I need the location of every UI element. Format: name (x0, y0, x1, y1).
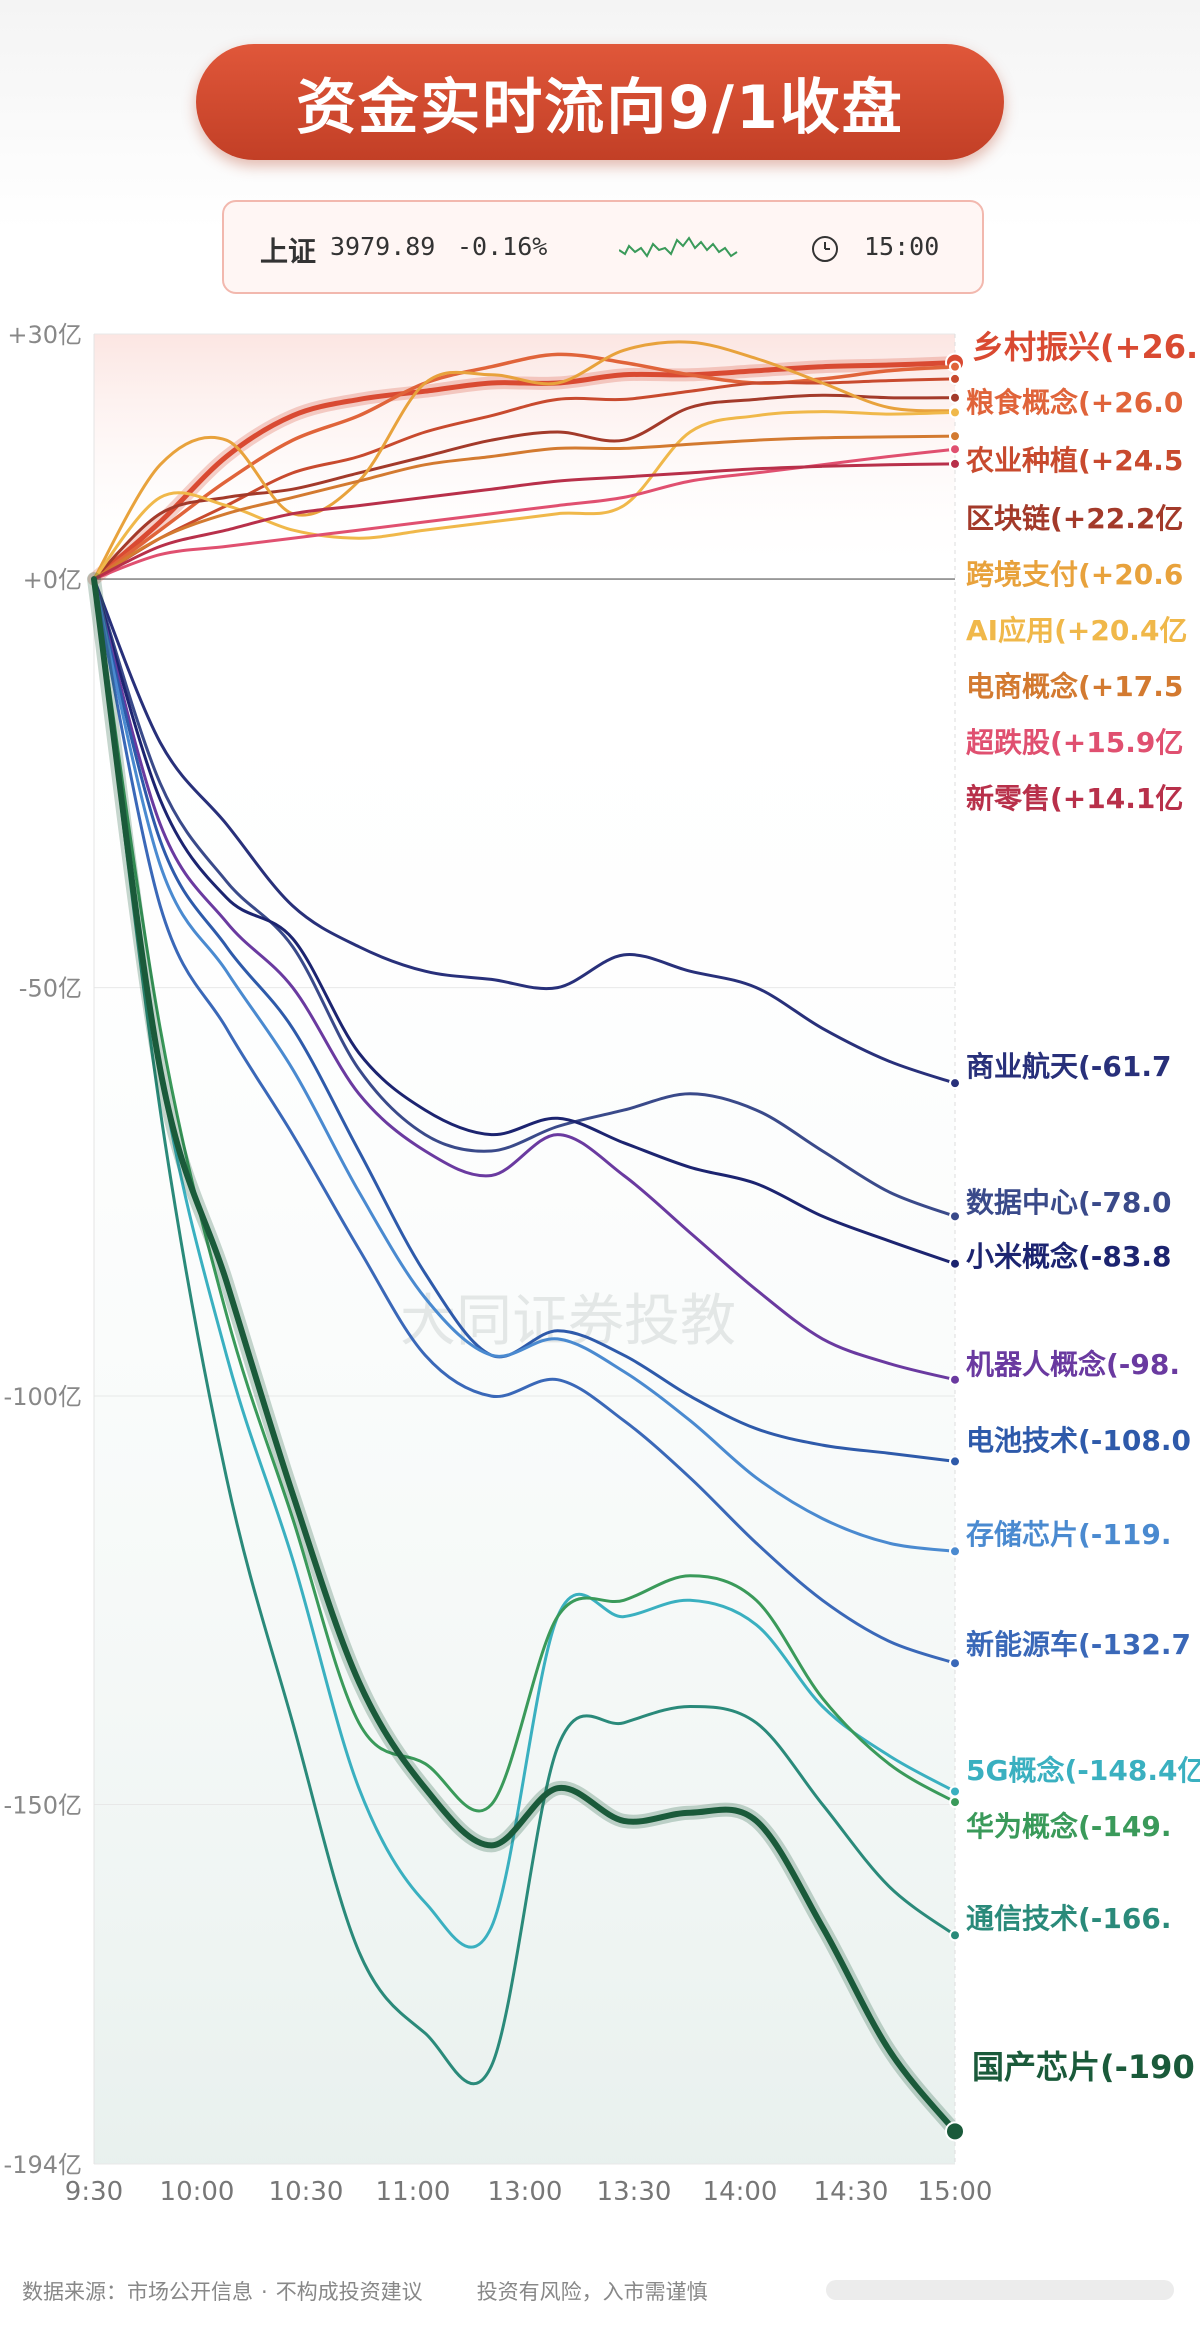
series-label: 电商概念(+17.5 (966, 670, 1183, 703)
positive-area-shade (94, 334, 955, 580)
series-line (92, 577, 957, 1949)
x-axis: 9:30 10:00 10:30 11:00 13:00 13:30 14:00 14:30 1… (65, 2177, 993, 2200)
series-label: 华为概念(-149. (966, 1810, 1172, 1843)
series-label: 机器人概念(-98. (966, 1348, 1180, 1381)
series-line (92, 340, 957, 581)
footer: 数据来源：市场公开信息 · 不构成投资建议 投资有风险，入市需谨慎 (22, 2276, 708, 2306)
series-label: 粮食概念(+26.0 (966, 386, 1183, 419)
series-line (92, 377, 957, 581)
x-tick-label: 10:00 (160, 2177, 235, 2200)
grid (93, 333, 956, 2165)
footer-separator: · (261, 2280, 268, 2304)
series-label: 新零售(+14.1亿 (966, 782, 1183, 815)
series-endpoint (949, 1545, 961, 1558)
index-change: -0.16% (457, 232, 548, 261)
series-label: 小米概念(-83.8 (966, 1240, 1172, 1273)
x-tick-label: 11:00 (376, 2177, 451, 2200)
series-endpoint (949, 1929, 961, 1942)
series-line (92, 577, 957, 1266)
series-label: 区块链(+22.2亿 (966, 502, 1183, 535)
series-endpoint (949, 1257, 961, 1270)
series-endpoint (949, 1796, 961, 1809)
x-tick-label: 13:30 (597, 2177, 672, 2200)
series-line (92, 577, 957, 1813)
series-line (92, 577, 957, 2085)
series-line (92, 577, 957, 1665)
series-endpoint (949, 1455, 961, 1468)
series-label: 新能源车(-132.7 (966, 1628, 1191, 1661)
footer-source: 数据来源：市场公开信息 (22, 2280, 253, 2304)
x-tick-label: 13:00 (488, 2177, 563, 2200)
series-line (92, 577, 957, 1085)
series-line (91, 576, 958, 2135)
watermark: 大同证券投教 (400, 1289, 736, 1354)
series-endpoint (949, 372, 961, 385)
series-endpoint (945, 2121, 965, 2142)
series-line (92, 577, 957, 1463)
series-endpoint (949, 1210, 961, 1223)
series-line (92, 462, 957, 581)
series-label: 乡村振兴(+26. (972, 328, 1198, 366)
series-endpoint (949, 391, 961, 404)
series-lines (87, 340, 965, 2142)
x-tick-label: 14:30 (814, 2177, 889, 2200)
y-tick-label: -194亿 (4, 2151, 82, 2179)
series-line (92, 577, 957, 1553)
series-label: 商业航天(-61.7 (966, 1050, 1172, 1083)
negative-area-shade (94, 579, 955, 2164)
series-label: 国产芯片(-190 (972, 2048, 1195, 2086)
series-label: 数据中心(-78.0 (966, 1186, 1172, 1219)
series-label: 跨境支付(+20.6 (966, 558, 1183, 591)
series-label: 农业种植(+24.5 (965, 444, 1183, 477)
x-tick-label: 15:00 (918, 2177, 993, 2200)
series-label: 超跌股(+15.9亿 (966, 726, 1183, 759)
footer-disclaimer: 不构成投资建议 (275, 2280, 423, 2304)
series-line (92, 393, 957, 581)
y-tick-label: -50亿 (19, 975, 82, 1003)
y-axis: +30亿 +0亿 -50亿 -100亿 -150亿 -194亿 (4, 321, 82, 2179)
footer-risk: 投资有风险，入市需谨慎 (476, 2280, 708, 2304)
series-endpoint (949, 406, 961, 419)
y-tick-label: -100亿 (4, 1383, 82, 1411)
clock-icon (812, 236, 838, 262)
series-endpoint (949, 443, 961, 456)
series-endpoint (949, 1657, 961, 1670)
series-endpoint (949, 1373, 961, 1386)
series-label: 存储芯片(-119. (966, 1518, 1172, 1551)
series-endpoint (949, 1785, 961, 1798)
x-tick-label: 10:30 (269, 2177, 344, 2200)
series-endpoint (949, 1077, 961, 1090)
series-endpoint (949, 457, 961, 470)
series-labels: 乡村振兴(+26. 粮食概念(+26.0 农业种植(+24.5 区块链(+22.2亿跨… (965, 328, 1200, 2086)
x-tick-label: 14:00 (703, 2177, 778, 2200)
x-tick-label: 9:30 (65, 2177, 123, 2200)
series-label: 通信技术(-166. (966, 1902, 1172, 1935)
series-label: 5G概念(-148.4亿 (966, 1754, 1200, 1787)
index-summary-card: 上证 3979.89 -0.16% 15:00 (222, 200, 984, 294)
index-time: 15:00 (864, 232, 940, 261)
sparkline-icon (619, 236, 738, 258)
y-tick-label: +0亿 (23, 566, 82, 594)
series-endpoint (949, 360, 961, 373)
page-title: 资金实时流向9/1收盘 (196, 44, 1004, 160)
page-title-text: 资金实时流向9/1收盘 (296, 72, 904, 143)
series-line (92, 434, 957, 581)
series-label: AI应用(+20.4亿 (966, 614, 1187, 647)
y-tick-label: +30亿 (7, 321, 82, 349)
series-line (92, 577, 957, 1218)
fund-flow-chart: 大同证券投教 +30亿 +0亿 -50亿 -100亿 -150亿 -194亿 9:30 10… (4, 321, 1200, 2200)
series-line (92, 577, 957, 1382)
series-line (92, 410, 957, 581)
blurred-footer-text (826, 2280, 1174, 2300)
series-endpoint (949, 430, 961, 443)
series-line (91, 360, 958, 582)
y-tick-label: -150亿 (4, 1792, 82, 1820)
series-label: 电池技术(-108.0 (966, 1424, 1191, 1457)
index-value: 3979.89 (330, 232, 436, 261)
index-name: 上证 (260, 235, 317, 268)
